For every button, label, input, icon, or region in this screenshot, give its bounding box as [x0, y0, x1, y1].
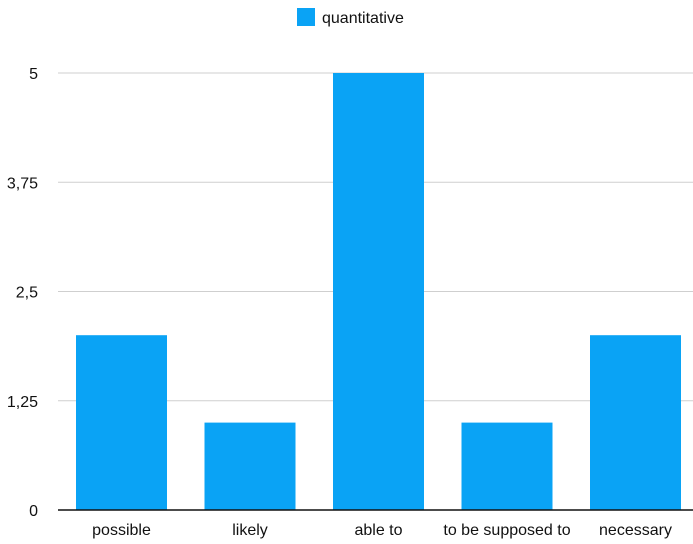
- bar: [76, 335, 167, 510]
- x-tick-label: able to: [354, 522, 402, 539]
- legend-swatch: [297, 8, 315, 26]
- bar: [204, 422, 296, 510]
- y-tick-label: 3,75: [7, 175, 38, 192]
- y-tick-label: 5: [29, 66, 38, 83]
- x-axis-tick-labels: possible likely able to to be supposed to ne…: [92, 522, 672, 539]
- y-tick-label: 0: [29, 503, 38, 520]
- legend-label: quantitative: [322, 10, 404, 27]
- x-tick-label: likely: [232, 522, 268, 539]
- y-tick-label: 2,5: [16, 285, 38, 302]
- bar: [590, 335, 681, 510]
- x-tick-label: to be supposed to: [443, 522, 570, 539]
- x-tick-label: possible: [92, 522, 151, 539]
- bars: [76, 73, 681, 510]
- x-tick-label: necessary: [599, 522, 672, 539]
- legend: quantitative: [297, 8, 404, 27]
- y-tick-label: 1,25: [7, 394, 38, 411]
- bar: [333, 73, 424, 510]
- bar: [461, 422, 553, 510]
- y-axis-tick-labels: 0 1,25 2,5 3,75 5: [7, 66, 38, 520]
